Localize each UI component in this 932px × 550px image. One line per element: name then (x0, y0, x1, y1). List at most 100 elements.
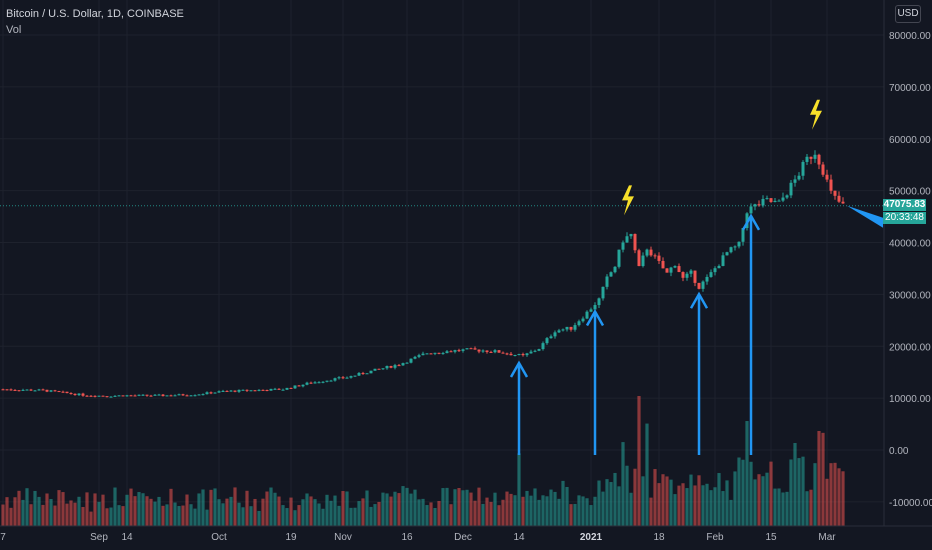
price-tick-label: 50000.00 (889, 187, 931, 198)
volume-bar (309, 496, 313, 526)
candle-body (221, 390, 225, 392)
volume-bar (245, 490, 249, 526)
candle-body (677, 266, 681, 273)
candle-body (501, 352, 505, 354)
price-axis: 80000.00 70000.00 60000.00 50000.00 40000.00… (883, 0, 932, 526)
candle-body (773, 200, 777, 203)
volume-bar (825, 478, 829, 526)
volume-bar (677, 485, 681, 526)
symbol-title[interactable]: Bitcoin / U.S. Dollar, 1D, COINBASE (6, 8, 184, 20)
candle-body (549, 336, 553, 339)
candle-body (445, 351, 449, 354)
candle-body (673, 266, 677, 268)
volume-bar (217, 499, 221, 526)
time-tick-label: 16 (401, 532, 413, 543)
volume-bar (185, 494, 189, 526)
volume-indicator-label[interactable]: Vol (6, 24, 22, 36)
candle-body (177, 394, 181, 396)
volume-bar (93, 493, 97, 526)
candle-body (489, 351, 493, 353)
candle-body (613, 266, 617, 273)
volume-bar (669, 479, 673, 526)
volume-bar (377, 501, 381, 526)
price-tick-label: 70000.00 (889, 83, 931, 94)
candle-body (281, 389, 285, 391)
candle-body (53, 390, 57, 392)
candle-body (401, 363, 405, 366)
up-arrow-head (741, 213, 761, 231)
candle-body (349, 376, 353, 378)
up-arrow-head (689, 291, 709, 309)
volume-bar (9, 507, 13, 526)
volume-bar (293, 510, 297, 526)
candle-body (1, 389, 5, 391)
candle-body (813, 154, 817, 159)
candle-body (153, 394, 157, 396)
candle-body (385, 365, 389, 369)
candle-body (741, 228, 745, 242)
price-pointer-arrow (847, 205, 883, 228)
volume-bar (681, 483, 685, 526)
candle-body (405, 362, 409, 364)
volume-bar (125, 494, 129, 526)
currency-button[interactable]: USD (895, 5, 921, 23)
candle-body (689, 270, 693, 274)
volume-bar (149, 498, 153, 526)
volume-bar (5, 497, 9, 526)
candle-body (57, 391, 61, 393)
volume-bar (661, 474, 665, 526)
volume-bar (285, 508, 289, 526)
candle-body (553, 332, 557, 337)
volume-bar (753, 479, 757, 526)
volume-bar (369, 506, 373, 526)
candle-body (837, 195, 841, 202)
volume-bar (501, 499, 505, 526)
volume-bar (129, 488, 133, 526)
candle-body (545, 338, 549, 344)
time-tick-label: 14 (513, 532, 525, 543)
volume-bar (209, 489, 213, 526)
volume-bar (645, 423, 649, 526)
volume-bar (537, 499, 541, 526)
candle-body (737, 241, 741, 247)
candle-body (345, 377, 349, 379)
candle-body (377, 368, 381, 370)
lightning-icon (622, 185, 634, 216)
candle-body (593, 305, 597, 310)
volume-bar (349, 507, 353, 526)
candle-body (245, 389, 249, 391)
candle-body (657, 255, 661, 261)
candle-body (77, 393, 81, 396)
volume-bar (365, 490, 369, 526)
candle-body (137, 394, 141, 396)
volume-bar (421, 498, 425, 526)
volume-bar (629, 492, 633, 526)
candle-body (233, 390, 237, 392)
volume-bar (181, 505, 185, 526)
candle-body (517, 354, 521, 356)
candle-body (701, 281, 705, 289)
volume-bar (441, 488, 445, 526)
price-tick-label: 40000.00 (889, 239, 931, 250)
candle-body (393, 365, 397, 368)
volume-bar (745, 421, 749, 526)
time-tick-label: Mar (818, 532, 836, 543)
candle-body (9, 389, 13, 391)
volume-bar (229, 496, 233, 526)
volume-bar (841, 471, 845, 526)
candle-body (577, 321, 581, 326)
up-arrow-head (509, 360, 529, 378)
candle-body (761, 198, 765, 206)
candle-body (173, 395, 177, 397)
volume-bar (157, 496, 161, 526)
volume-bar (789, 459, 793, 526)
volume-bar (385, 493, 389, 526)
price-tick-label: 10000.00 (889, 394, 931, 405)
candle-body (601, 286, 605, 299)
volume-bar (233, 487, 237, 526)
candle-body (89, 395, 93, 397)
volume-bar (769, 461, 773, 526)
volume-bar (81, 507, 85, 526)
volume-bar (673, 494, 677, 526)
